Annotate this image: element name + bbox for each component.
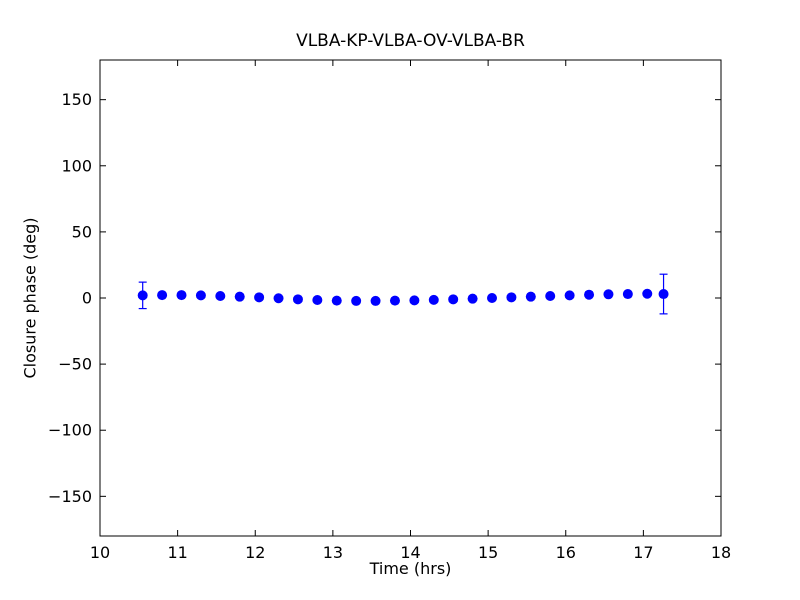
y-tick-label: 100 [61, 156, 92, 175]
data-point [273, 293, 284, 304]
data-point [254, 292, 265, 303]
chart-title: VLBA-KP-VLBA-OV-VLBA-BR [296, 31, 525, 51]
data-point [603, 289, 614, 300]
x-axis-label: Time (hrs) [369, 559, 452, 578]
data-point [448, 294, 459, 305]
data-point [428, 294, 439, 305]
x-tick-label: 15 [478, 543, 498, 562]
data-point [642, 288, 653, 299]
data-point [137, 290, 148, 301]
plot-border [99, 59, 722, 537]
data-point [389, 295, 400, 306]
data-point [331, 295, 342, 306]
y-tick-label: −150 [48, 487, 92, 506]
data-point [409, 295, 420, 306]
x-tick-label: 16 [556, 543, 576, 562]
y-tick-label: 50 [72, 222, 92, 241]
y-tick-label: −100 [48, 421, 92, 440]
data-point [176, 290, 187, 301]
data-point [157, 290, 168, 301]
data-point [351, 295, 362, 306]
data-point [506, 292, 517, 303]
x-tick-label: 18 [711, 543, 731, 562]
y-tick-label: −50 [58, 355, 92, 374]
data-point [234, 291, 245, 302]
x-tick-label: 12 [245, 543, 265, 562]
x-tick-label: 11 [167, 543, 187, 562]
data-point [525, 291, 536, 302]
data-point [545, 291, 556, 302]
y-tick-label: 150 [61, 90, 92, 109]
y-tick-label: 0 [82, 289, 92, 308]
data-point [370, 295, 381, 306]
data-point [312, 294, 323, 305]
data-point [467, 293, 478, 304]
data-point [195, 290, 206, 301]
data-point [292, 294, 303, 305]
x-tick-label: 17 [633, 543, 653, 562]
data-point [622, 289, 633, 300]
x-tick-label: 13 [323, 543, 343, 562]
data-point [215, 291, 226, 302]
data-point [487, 293, 498, 303]
x-tick-label: 14 [400, 543, 420, 562]
data-point [564, 290, 575, 301]
x-tick-label: 10 [90, 543, 110, 562]
data-point [584, 289, 595, 300]
data-point [658, 289, 669, 300]
